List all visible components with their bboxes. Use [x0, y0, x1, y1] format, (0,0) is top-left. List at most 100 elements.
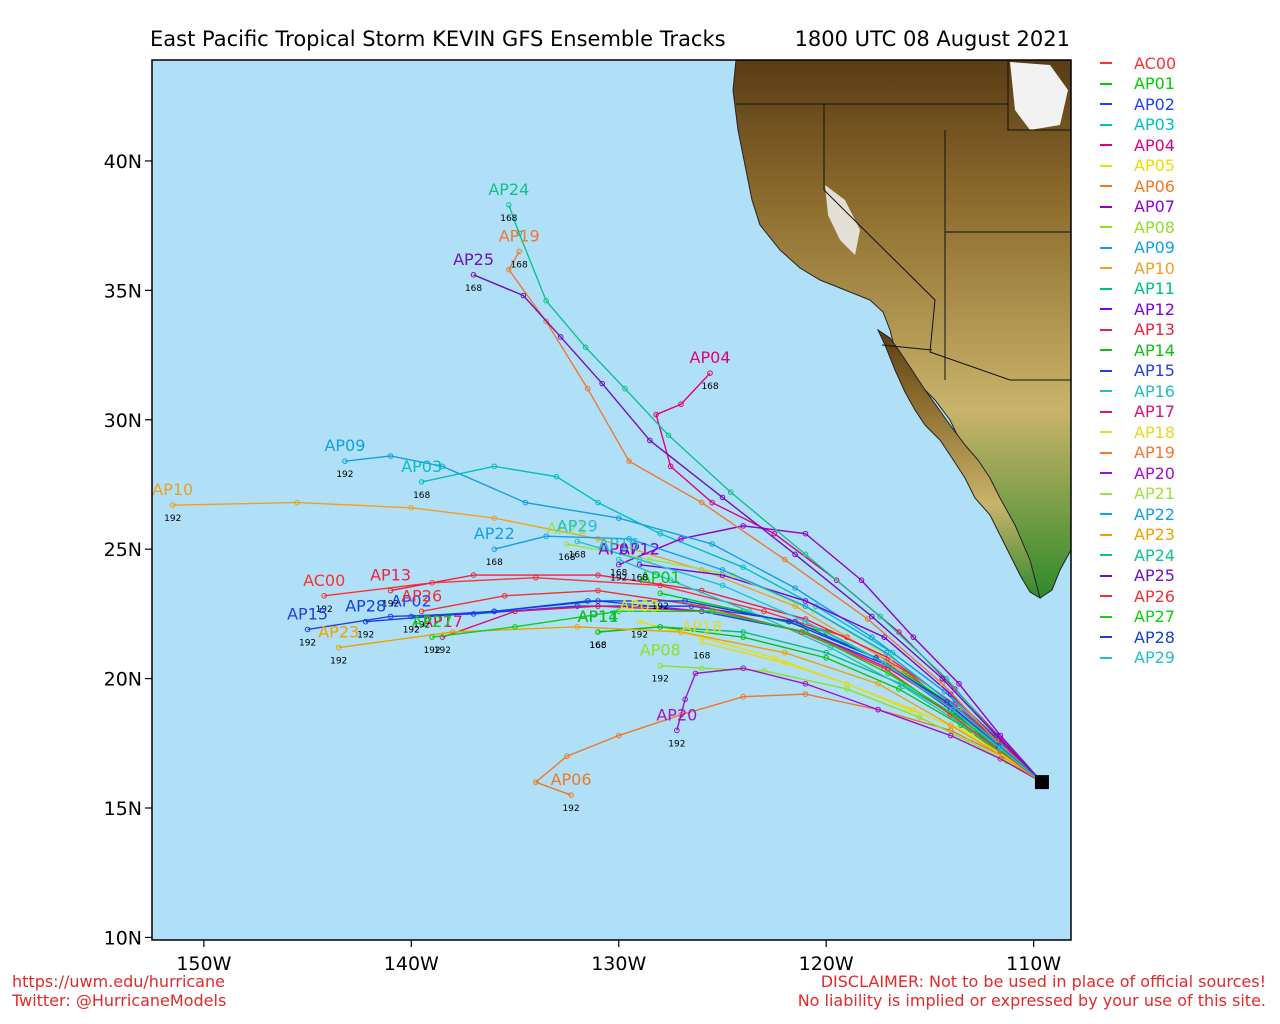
lat-tick-label: 20N [104, 669, 142, 691]
track-point [698, 639, 705, 646]
legend-swatch [1100, 185, 1112, 188]
track-point [491, 515, 498, 521]
chart-datetime: 1800 UTC 08 August 2021 [794, 27, 1070, 51]
track-point [802, 680, 809, 687]
track-point [582, 344, 589, 351]
track-end-hour: 168 [511, 261, 528, 271]
track-point [532, 779, 539, 785]
legend-swatch [1100, 636, 1112, 639]
legend-swatch [1100, 451, 1112, 454]
legend-label: AP12 [1134, 299, 1175, 319]
legend-label: AP09 [1134, 238, 1175, 258]
track-end-hour: 168 [486, 558, 503, 568]
track-point [864, 616, 871, 622]
track-point [362, 618, 369, 625]
legend-swatch [1100, 533, 1112, 536]
legend-label: AP20 [1134, 463, 1175, 483]
track-point [615, 732, 622, 739]
track-point [647, 437, 653, 444]
legend-item-ap13: AP13 [1100, 320, 1270, 341]
track-point [657, 662, 664, 669]
legend-item-ap28: AP28 [1100, 627, 1270, 648]
track-point [844, 686, 850, 692]
track-point [321, 592, 327, 599]
track-ap24 [508, 204, 1043, 783]
legend-item-ap17: AP17 [1100, 402, 1270, 423]
lon-tick-label: 130W [591, 953, 646, 975]
track-point [615, 608, 622, 615]
track-point [802, 603, 809, 609]
track-point [916, 714, 923, 721]
ensemble-legend: AC00 AP01 AP02 AP03 AP04 AP05 AP06 AP07 AP08 AP09… [1100, 53, 1270, 668]
track-point [900, 683, 906, 690]
legend-item-ap08: AP08 [1100, 217, 1270, 238]
legend-label: AP11 [1134, 279, 1175, 299]
track-point [439, 463, 446, 470]
track-end-hour: 192 [316, 605, 333, 615]
legend-label: AP18 [1134, 422, 1175, 442]
track-point [719, 582, 726, 589]
track-end-label: AP01 [640, 568, 681, 587]
legend-item-ap18: AP18 [1100, 422, 1270, 443]
legend-label: AP23 [1134, 525, 1175, 545]
track-point [952, 712, 958, 718]
track-point [342, 458, 348, 464]
legend-swatch [1100, 246, 1112, 249]
track-ap18 [701, 641, 1043, 783]
track-point [622, 385, 628, 392]
track-point [491, 463, 498, 470]
track-end-label: AP10 [152, 480, 193, 499]
legend-label: AP21 [1134, 484, 1175, 504]
track-end-label: AP19 [499, 227, 540, 246]
track-point [564, 541, 570, 547]
map-frame [151, 59, 1072, 941]
legend-label: AP24 [1134, 545, 1175, 565]
track-point [678, 401, 684, 408]
track-point [802, 629, 809, 635]
track-point [557, 334, 564, 340]
track-point [647, 556, 653, 563]
footer-url[interactable]: https://uwm.edu/hurricane [12, 972, 225, 991]
track-point [522, 499, 529, 506]
track-point [956, 680, 962, 687]
track-point [665, 432, 672, 439]
track-point [543, 297, 549, 304]
track-point [727, 489, 734, 496]
track-point [719, 567, 726, 573]
track-point [506, 202, 512, 208]
chart-title: East Pacific Tropical Storm KEVIN GFS En… [150, 27, 726, 51]
track-point [667, 577, 674, 584]
track-point [875, 706, 881, 713]
legend-label: AP16 [1134, 381, 1175, 401]
legend-item-ap15: AP15 [1100, 361, 1270, 382]
track-point [418, 608, 425, 615]
track-ap29 [577, 540, 1043, 783]
legend-item-ap03: AP03 [1100, 115, 1270, 136]
track-point [740, 665, 747, 672]
track-point [615, 556, 622, 563]
legend-label: AP08 [1134, 217, 1175, 237]
track-point [997, 745, 1004, 752]
track-point [636, 556, 643, 563]
track-point [304, 626, 311, 633]
track-ap19 [507, 251, 1043, 783]
legend-item-ap25: AP25 [1100, 566, 1270, 587]
legend-swatch [1100, 595, 1112, 598]
track-end-label: AP05 [619, 597, 660, 616]
track-end-hour: 192 [382, 600, 399, 610]
legend-label: AP07 [1134, 197, 1175, 217]
track-end-label: AC00 [303, 571, 345, 590]
track-end-hour: 192 [668, 739, 685, 749]
lon-tick-label: 110W [1006, 953, 1061, 975]
lat-tick-label: 15N [104, 798, 142, 820]
track-point [939, 680, 946, 687]
track-point [781, 660, 788, 666]
track-end-hour: 192 [652, 675, 669, 685]
track-point [947, 732, 954, 739]
lat-tick-label: 35N [104, 280, 142, 302]
legend-swatch [1100, 492, 1112, 495]
track-point [615, 515, 622, 521]
track-point [626, 536, 632, 542]
legend-label: AC00 [1134, 53, 1177, 73]
track-end-label: AP22 [474, 524, 515, 543]
